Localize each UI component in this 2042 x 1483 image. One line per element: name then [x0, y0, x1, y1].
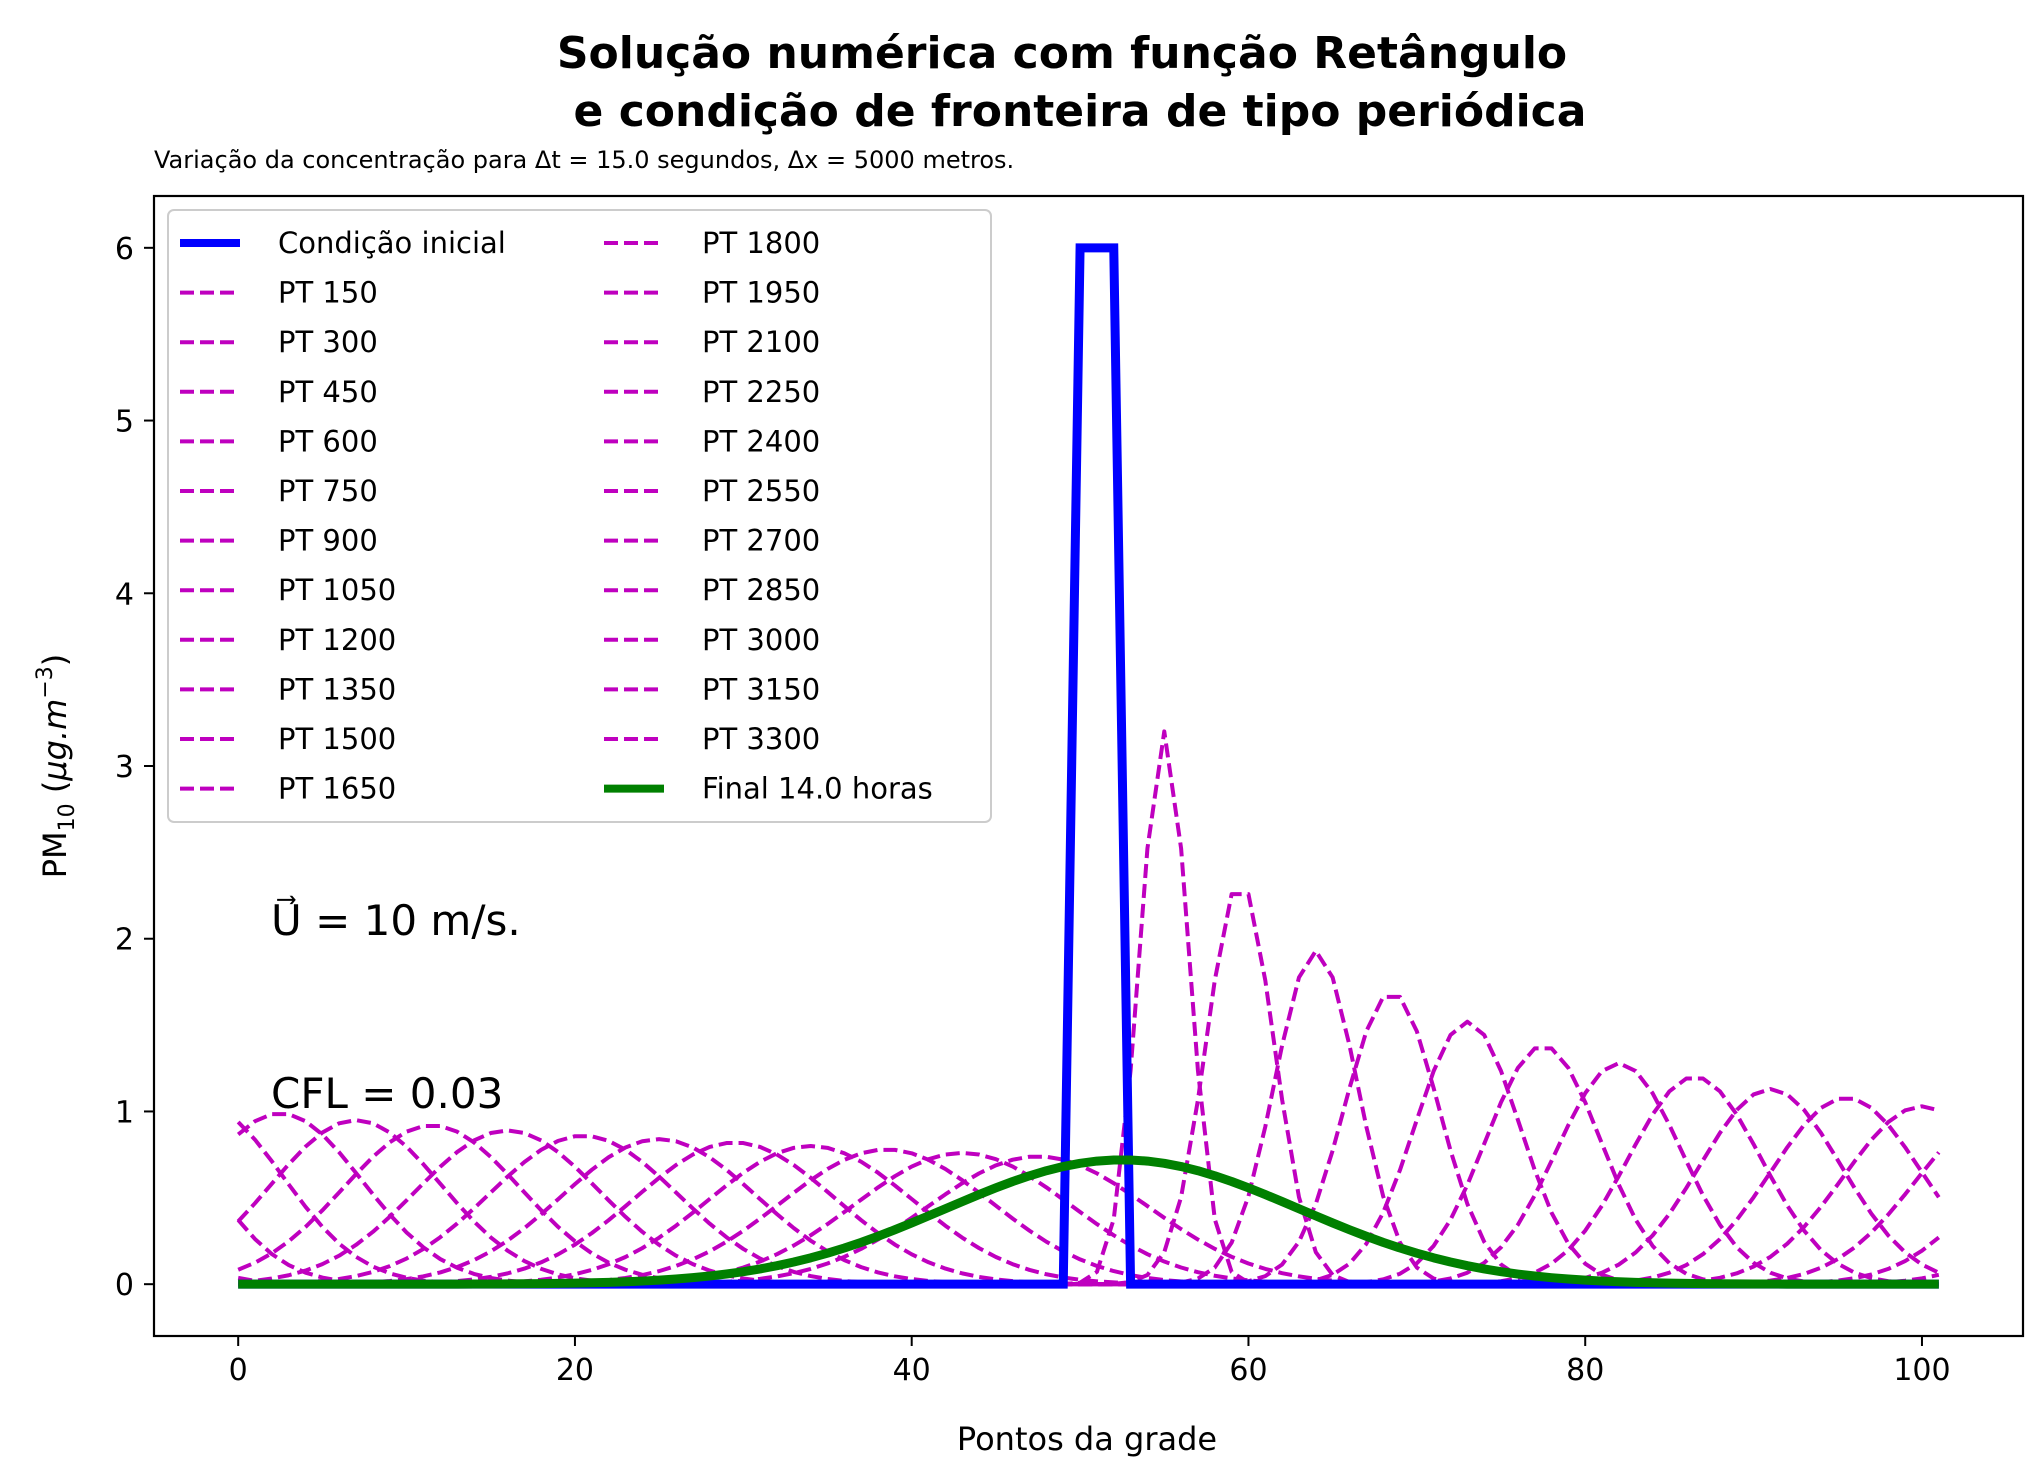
y-tick-label: 4: [115, 577, 134, 612]
y-label-paren: (: [36, 781, 74, 804]
legend-label: PT 3000: [702, 623, 820, 657]
chart-subtitle: Variação da concentração para Δt = 15.0 …: [154, 146, 1014, 174]
legend-label: PT 600: [278, 424, 378, 458]
legend: Condição inicial PT 150 PT 300 PT 450 PT 600…: [167, 209, 992, 823]
x-tick-label: 0: [229, 1353, 248, 1388]
series-line-pt-2700: [238, 1141, 1939, 1287]
legend-label: PT 300: [278, 325, 378, 359]
cfl-annotation: CFL = 0.03: [271, 1069, 503, 1118]
y-label-main: PM: [36, 831, 74, 878]
series-line-final: [238, 1155, 1939, 1289]
x-tick-label: 100: [1893, 1353, 1950, 1388]
y-tick-label: 0: [115, 1268, 134, 1303]
legend-label: Condição inicial: [278, 226, 506, 260]
legend-label: PT 1650: [278, 772, 396, 806]
y-tick-label: 3: [115, 750, 134, 785]
chart-title-line1: Solução numérica com função Retângulo: [557, 28, 1567, 79]
y-tick-label: 6: [115, 232, 134, 267]
legend-label: PT 3300: [702, 722, 820, 756]
x-axis-label: Pontos da grade: [957, 1420, 1217, 1458]
y-label-close: ): [36, 654, 74, 666]
series-layer: [236, 243, 1941, 1289]
legend-label: PT 1950: [702, 276, 820, 310]
y-label-sub: 10: [55, 803, 80, 831]
x-tick-label: 60: [1229, 1353, 1267, 1388]
legend-label: Final 14.0 horas: [702, 772, 933, 806]
y-tick-label: 1: [115, 1095, 134, 1130]
legend-box: [167, 209, 992, 823]
legend-label: PT 2250: [702, 375, 820, 409]
legend-label: PT 3150: [702, 672, 820, 706]
legend-label: PT 1350: [278, 672, 396, 706]
x-tick-label: 40: [893, 1353, 931, 1388]
x-tick-label: 20: [556, 1353, 594, 1388]
legend-label: PT 1200: [278, 623, 396, 657]
y-axis-label: PM10 (μg.m−3): [33, 654, 80, 879]
legend-label: PT 2400: [702, 424, 820, 458]
legend-label: PT 2100: [702, 325, 820, 359]
y-tick-label: 2: [115, 923, 134, 958]
legend-entries: Condição inicial PT 150 PT 300 PT 450 PT 600…: [180, 226, 933, 806]
velocity-annotation: U⃗ = 10 m/s.: [271, 894, 521, 945]
x-axis: 0 20 40 60 80 100: [229, 1336, 1951, 1388]
plot-area: 0 20 40 60 80 100 0 1 2 3 4 5 6: [115, 194, 2025, 1388]
y-label-exp: −3: [33, 666, 58, 698]
y-axis: 0 1 2 3 4 5 6: [115, 232, 154, 1303]
legend-label: PT 1050: [278, 573, 396, 607]
legend-label: PT 2550: [702, 474, 820, 508]
x-tick-label: 80: [1566, 1353, 1604, 1388]
legend-label: PT 150: [278, 276, 378, 310]
legend-label: PT 2700: [702, 524, 820, 558]
y-label-unit: μg.m: [36, 699, 74, 782]
legend-label: PT 750: [278, 474, 378, 508]
series-line-initial-condition: [238, 243, 1939, 1289]
legend-label: PT 1500: [278, 722, 396, 756]
y-tick-label: 5: [115, 405, 134, 440]
legend-label: PT 900: [278, 524, 378, 558]
legend-label: PT 2850: [702, 573, 820, 607]
chart-title-line2: e condição de fronteira de tipo periódic…: [574, 86, 1587, 137]
legend-label: PT 1800: [702, 226, 820, 260]
legend-label: PT 450: [278, 375, 378, 409]
